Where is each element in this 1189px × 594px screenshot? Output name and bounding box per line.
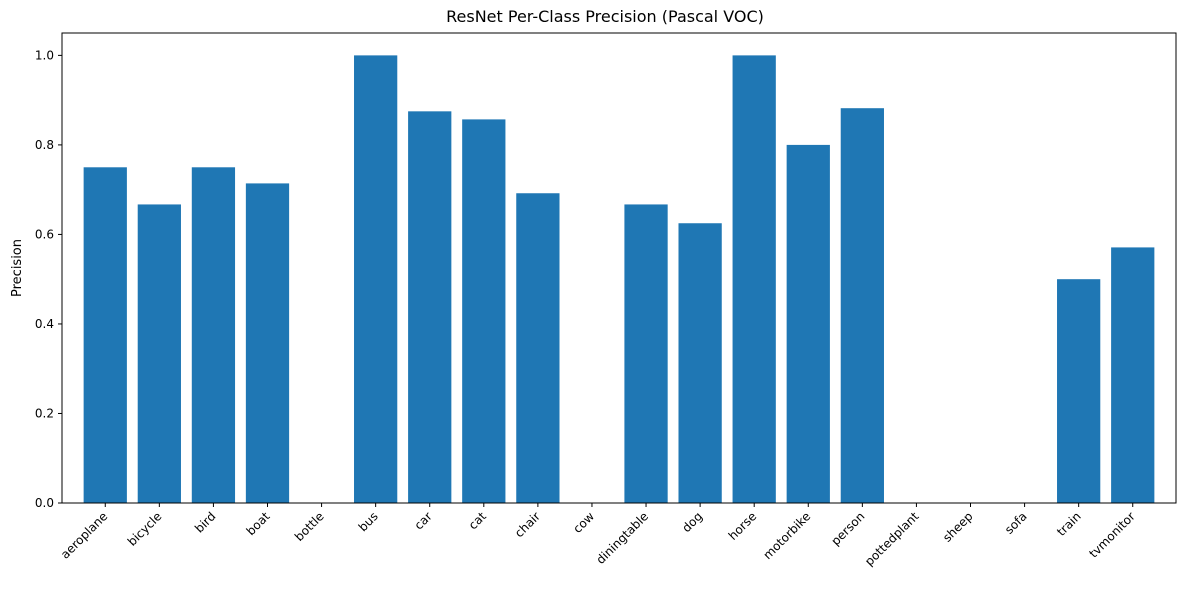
- bars-group: [83, 55, 1155, 504]
- x-tick-label-motorbike: motorbike: [760, 509, 813, 562]
- y-axis-label: Precision: [10, 239, 25, 297]
- y-tick-label: 0.4: [35, 317, 54, 331]
- bar-motorbike: [786, 144, 830, 503]
- bar-cat: [462, 119, 506, 503]
- bar-bus: [354, 55, 398, 503]
- x-tick-label-bird: bird: [192, 509, 218, 535]
- x-tick-label-sheep: sheep: [940, 509, 976, 545]
- y-axis-ticks: 0.0 0.2 0.4 0.6 0.8 1.0: [35, 48, 62, 510]
- x-tick-label-diningtable: diningtable: [594, 509, 652, 567]
- bar-boat: [245, 183, 290, 503]
- y-tick-label: 1.0: [35, 48, 54, 62]
- x-tick-label-boat: boat: [244, 509, 273, 538]
- x-tick-label-person: person: [828, 509, 867, 548]
- x-tick-label-bus: bus: [356, 509, 381, 534]
- x-tick-label-chair: chair: [512, 509, 543, 540]
- bar-diningtable: [624, 204, 668, 503]
- bar-bicycle: [137, 204, 181, 503]
- x-tick-label-aeroplane: aeroplane: [58, 509, 110, 561]
- x-tick-label-train: train: [1054, 509, 1084, 539]
- y-tick-label: 0.8: [35, 138, 54, 152]
- bar-train: [1057, 279, 1101, 503]
- y-tick-label: 0.0: [35, 496, 54, 510]
- y-tick-label: 0.2: [35, 406, 54, 420]
- bar-dog: [678, 223, 722, 504]
- bar-tvmonitor: [1111, 247, 1155, 503]
- x-tick-label-bottle: bottle: [292, 509, 327, 544]
- plot-area-frame: [61, 32, 1177, 504]
- x-tick-label-bicycle: bicycle: [125, 509, 165, 549]
- x-tick-label-tvmonitor: tvmonitor: [1086, 509, 1137, 560]
- bar-bird: [191, 167, 236, 504]
- bar-person: [840, 108, 884, 503]
- x-axis-ticks: aeroplane bicycle bird boat bottle bus car cat c…: [58, 503, 1138, 569]
- y-tick-label: 0.6: [35, 227, 54, 241]
- chart-title: ResNet Per-Class Precision (Pascal VOC): [446, 7, 764, 26]
- x-tick-label-pottedplant: pottedplant: [862, 509, 922, 569]
- x-tick-label-cow: cow: [570, 509, 597, 536]
- x-tick-label-sofa: sofa: [1002, 509, 1030, 537]
- bar-chair: [516, 193, 560, 503]
- x-tick-label-dog: dog: [679, 509, 705, 535]
- bar-car: [408, 111, 452, 503]
- bar-horse: [732, 55, 776, 503]
- bar-aeroplane: [83, 167, 127, 504]
- x-tick-label-cat: cat: [466, 509, 489, 532]
- x-tick-label-car: car: [412, 509, 435, 532]
- x-tick-label-horse: horse: [726, 509, 760, 543]
